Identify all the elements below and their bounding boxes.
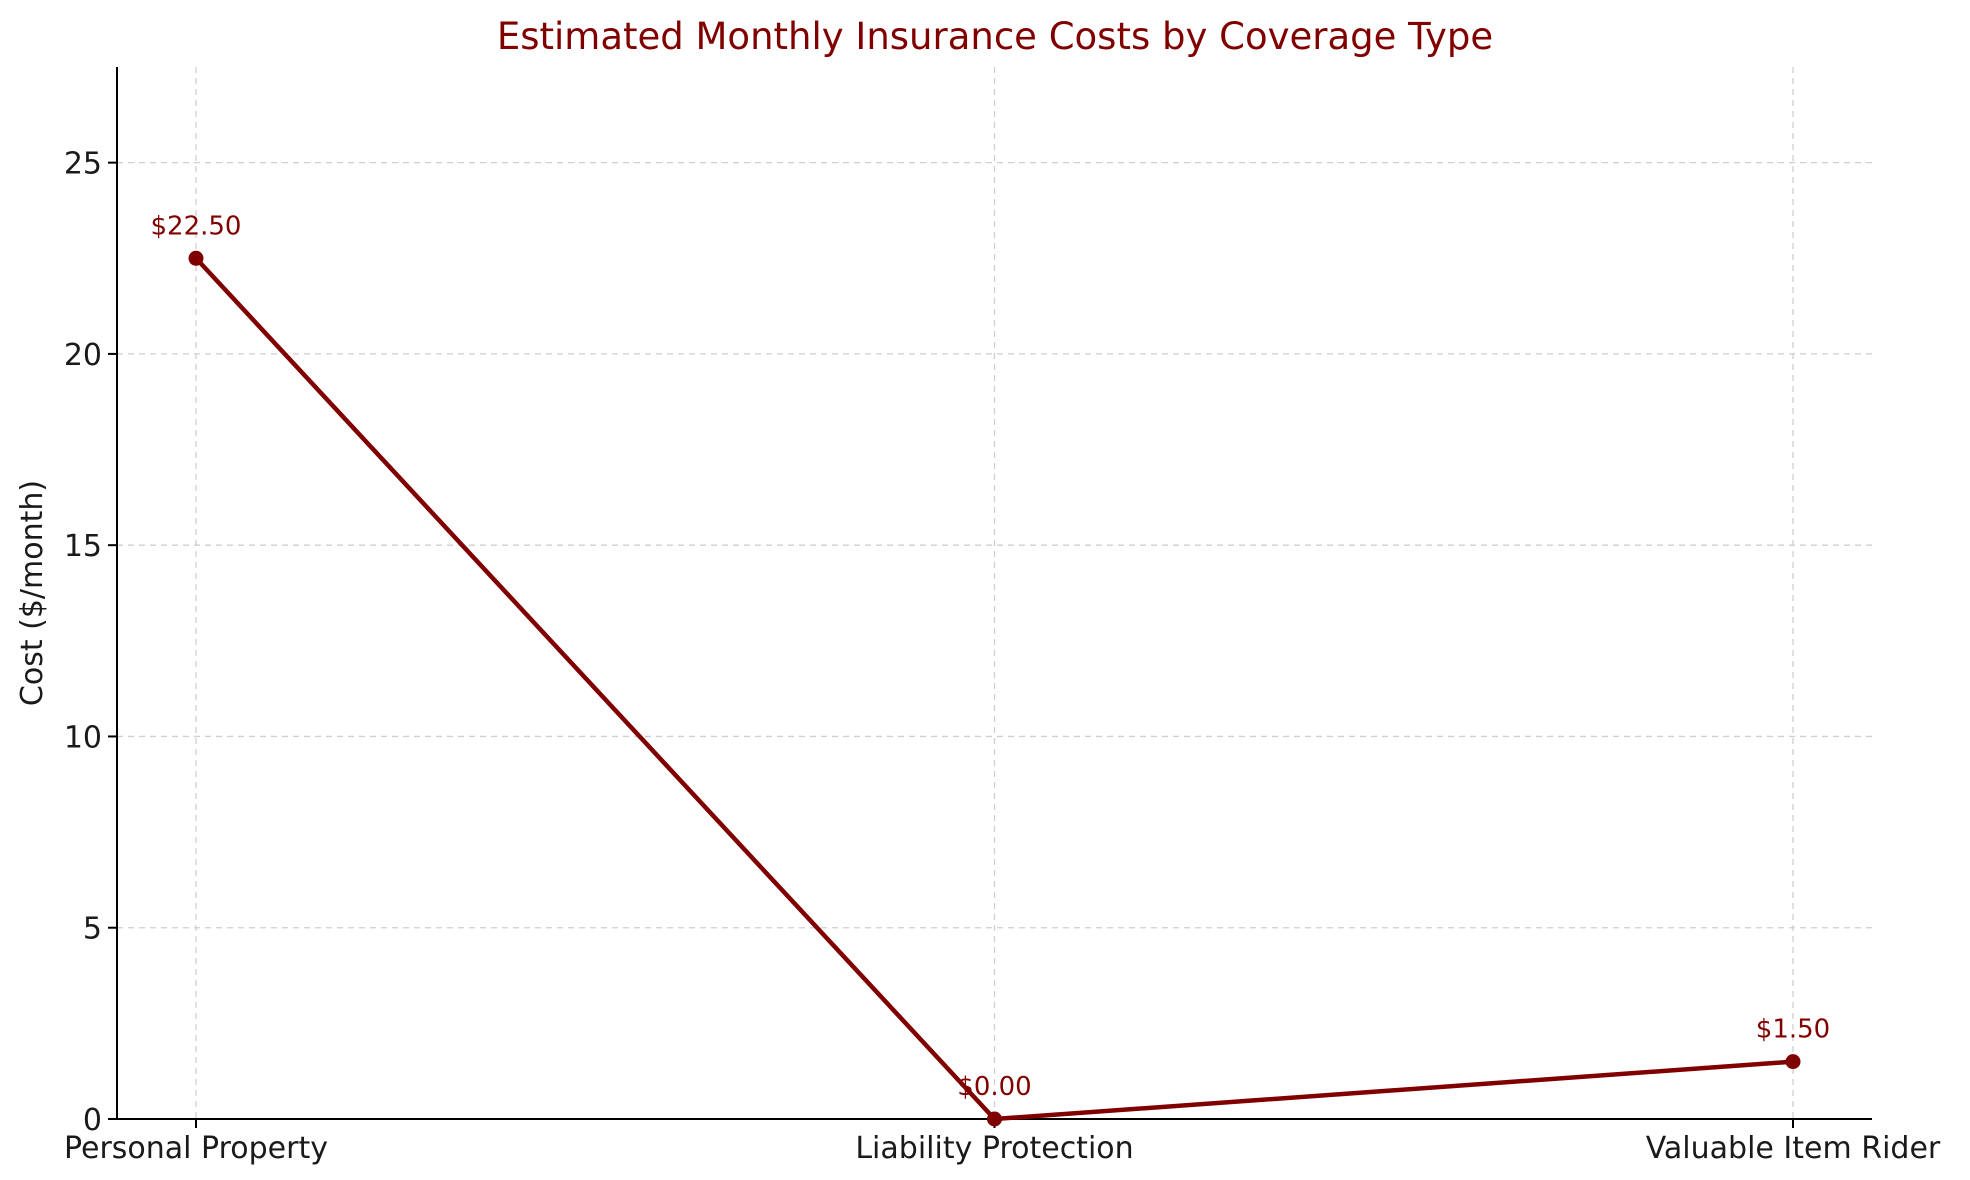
- data-label: $1.50: [1756, 1015, 1830, 1045]
- data-labels: $22.50 $0.00 $1.50: [151, 211, 1831, 1102]
- data-label: $0.00: [957, 1072, 1031, 1102]
- y-tick-label: 10: [64, 720, 102, 755]
- y-tick-label: 20: [64, 338, 102, 373]
- data-point: [1785, 1054, 1801, 1070]
- series-layer: [188, 250, 1801, 1127]
- data-label: $22.50: [151, 211, 242, 241]
- y-tick-label: 15: [64, 529, 102, 564]
- y-axis-title: Cost ($/month): [15, 480, 50, 706]
- ticks: 0 5 10 15 20 25 Personal Property Liability Pro…: [64, 147, 1941, 1166]
- chart-title: Estimated Monthly Insurance Costs by Cov…: [497, 15, 1493, 58]
- x-tick-label: Personal Property: [64, 1131, 328, 1166]
- x-tick-label: Valuable Item Rider: [1646, 1131, 1941, 1166]
- grid: [117, 67, 1872, 1119]
- data-point: [987, 1111, 1002, 1127]
- y-tick-label: 0: [83, 1103, 102, 1138]
- y-tick-label: 5: [83, 912, 102, 947]
- y-tick-label: 25: [64, 147, 102, 182]
- data-point: [188, 250, 204, 266]
- x-tick-label: Liability Protection: [855, 1131, 1133, 1166]
